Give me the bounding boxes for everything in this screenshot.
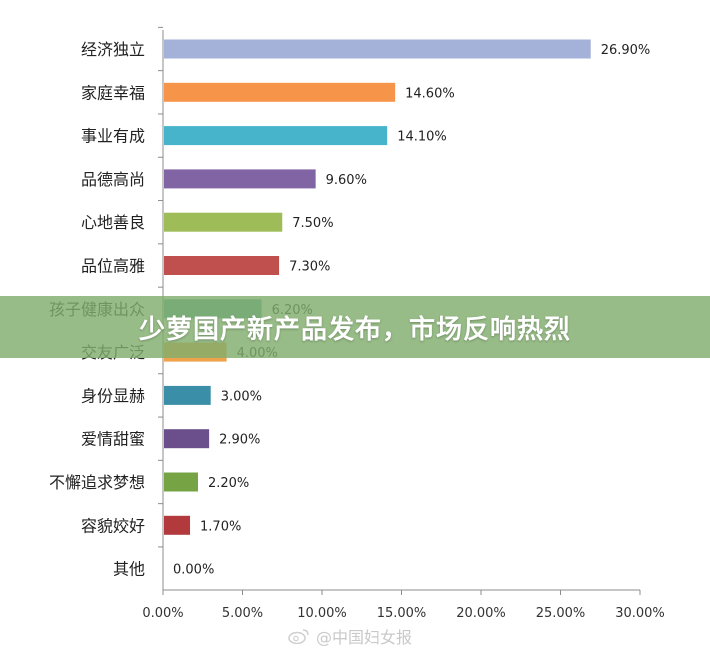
bar (164, 385, 211, 405)
x-tick-label: 20.00% (456, 606, 506, 621)
category-label: 品德高尚 (81, 170, 145, 189)
value-label: 7.50% (292, 216, 333, 231)
weibo-logo-icon (288, 629, 309, 644)
value-label: 14.60% (405, 86, 455, 101)
headline-banner: 少萝国产新产品发布，市场反响热烈 (0, 296, 710, 358)
watermark: @中国妇女报 (288, 624, 412, 648)
value-label: 9.60% (326, 173, 367, 188)
category-label: 家庭幸福 (81, 83, 145, 102)
bar (164, 169, 316, 189)
watermark-text: @中国妇女报 (316, 628, 413, 647)
value-label: 26.90% (601, 43, 651, 58)
category-label: 心地善良 (81, 213, 145, 232)
value-label: 2.90% (219, 433, 260, 448)
x-tick-label: 5.00% (222, 606, 263, 621)
x-tick-label: 25.00% (536, 606, 586, 621)
bar (164, 472, 198, 492)
category-label: 容貌姣好 (81, 516, 145, 535)
x-tick-label: 10.00% (297, 606, 347, 621)
bar (164, 429, 210, 449)
category-label: 爱情甜蜜 (81, 430, 145, 449)
value-label: 3.00% (221, 389, 262, 404)
x-tick-label: 15.00% (377, 606, 427, 621)
value-label: 7.30% (289, 260, 330, 275)
category-label: 事业有成 (81, 127, 145, 146)
bar (164, 126, 388, 146)
category-label: 不懈追求梦想 (49, 473, 145, 492)
bar (164, 212, 283, 232)
value-label: 2.20% (208, 476, 249, 491)
category-label: 其他 (113, 560, 145, 579)
bar (164, 256, 280, 275)
value-label: 1.70% (200, 519, 241, 534)
value-label: 14.10% (397, 130, 447, 145)
bar (164, 82, 396, 102)
bar (164, 515, 191, 535)
headline-text: 少萝国产新产品发布，市场反响热烈 (138, 314, 571, 345)
value-label: 0.00% (173, 563, 214, 578)
category-label: 身份显赫 (81, 386, 145, 405)
category-label: 品位高雅 (81, 257, 145, 276)
bar (164, 39, 591, 59)
x-tick-label: 30.00% (615, 606, 665, 621)
category-label: 经济独立 (81, 40, 145, 59)
x-tick-label: 0.00% (142, 606, 183, 621)
